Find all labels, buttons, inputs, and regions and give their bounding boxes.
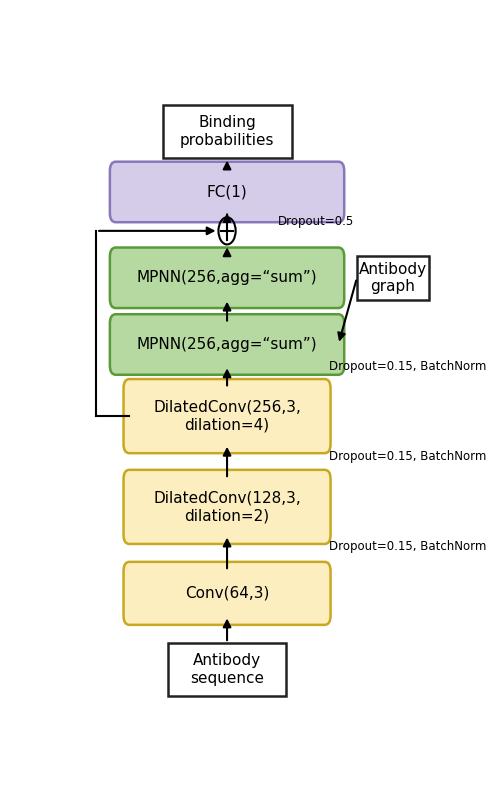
FancyBboxPatch shape xyxy=(168,643,286,695)
FancyBboxPatch shape xyxy=(123,379,331,453)
Text: FC(1): FC(1) xyxy=(207,184,247,200)
Text: MPNN(256,agg=“sum”): MPNN(256,agg=“sum”) xyxy=(137,337,318,352)
FancyBboxPatch shape xyxy=(110,314,344,375)
Text: Antibody
graph: Antibody graph xyxy=(359,261,427,294)
Text: DilatedConv(256,3,
dilation=4): DilatedConv(256,3, dilation=4) xyxy=(153,400,301,432)
FancyBboxPatch shape xyxy=(123,470,331,544)
Text: MPNN(256,agg=“sum”): MPNN(256,agg=“sum”) xyxy=(137,270,318,286)
Text: DilatedConv(128,3,
dilation=2): DilatedConv(128,3, dilation=2) xyxy=(153,491,301,523)
Text: Dropout=0.15, BatchNorm: Dropout=0.15, BatchNorm xyxy=(329,450,486,463)
FancyBboxPatch shape xyxy=(123,562,331,625)
Text: Dropout=0.5: Dropout=0.5 xyxy=(278,216,354,229)
FancyBboxPatch shape xyxy=(110,162,344,222)
Text: Dropout=0.15, BatchNorm: Dropout=0.15, BatchNorm xyxy=(329,541,486,553)
Text: Dropout=0.15, BatchNorm: Dropout=0.15, BatchNorm xyxy=(329,360,486,373)
Text: Conv(64,3): Conv(64,3) xyxy=(185,585,269,601)
FancyBboxPatch shape xyxy=(110,248,344,308)
Text: Binding
probabilities: Binding probabilities xyxy=(180,115,274,148)
FancyBboxPatch shape xyxy=(357,256,429,300)
FancyBboxPatch shape xyxy=(163,105,291,158)
Text: Antibody
sequence: Antibody sequence xyxy=(190,653,264,686)
